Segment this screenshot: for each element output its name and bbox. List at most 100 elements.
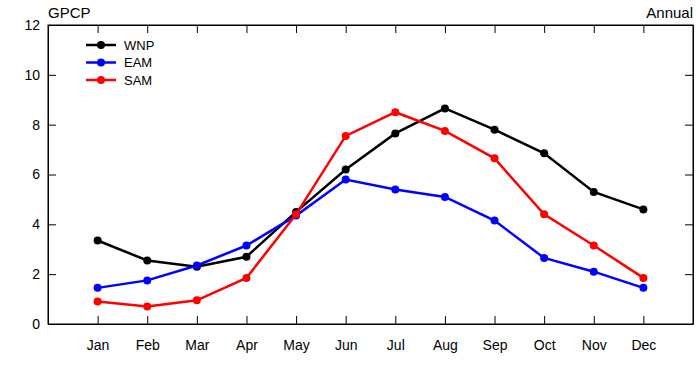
x-tick: Aug — [433, 316, 458, 353]
y-tick-mark-right — [685, 175, 693, 176]
series-marker — [590, 188, 598, 196]
x-tick-label: Nov — [582, 337, 607, 353]
y-tick-label: 0 — [32, 316, 40, 332]
x-tick: Nov — [582, 316, 607, 353]
series-marker — [441, 193, 449, 201]
y-tick-right — [685, 75, 693, 76]
series-marker — [242, 242, 250, 250]
legend-label: SAM — [124, 73, 152, 88]
y-tick-mark-right — [685, 125, 693, 126]
series-marker — [590, 242, 598, 250]
x-tick-mark-top — [246, 25, 247, 33]
y-tick-mark-right — [685, 75, 693, 76]
x-tick: Dec — [631, 316, 656, 353]
x-tick: Mar — [185, 316, 209, 353]
x-tick-mark — [495, 316, 496, 324]
series-marker — [242, 274, 250, 282]
legend-marker — [97, 76, 105, 84]
y-tick-label: 10 — [24, 67, 40, 83]
x-tick-label: Apr — [236, 337, 258, 353]
series-marker — [441, 127, 449, 135]
x-tick-mark-top — [98, 25, 99, 33]
series-marker — [94, 284, 102, 292]
series-marker — [342, 132, 350, 140]
x-tick: Jun — [335, 316, 358, 353]
series-marker — [540, 149, 548, 157]
series-marker — [540, 254, 548, 262]
x-tick-label: Sep — [483, 337, 508, 353]
series-marker — [590, 268, 598, 276]
x-tick-mark-top — [147, 25, 148, 33]
x-tick-mark — [296, 316, 297, 324]
series-marker — [143, 276, 151, 284]
x-tick-mark — [246, 316, 247, 324]
x-tick-top — [147, 25, 148, 33]
plot-frame — [48, 25, 693, 324]
x-tick-label: Mar — [185, 337, 209, 353]
legend-label: WNP — [124, 38, 154, 53]
series-marker — [242, 253, 250, 261]
x-tick-top — [594, 25, 595, 33]
series-marker — [491, 126, 499, 134]
series-marker — [193, 261, 201, 269]
x-tick: May — [283, 316, 309, 353]
x-tick-top — [246, 25, 247, 33]
series-marker — [391, 129, 399, 137]
x-tick-mark — [346, 316, 347, 324]
y-tick-label: 6 — [32, 166, 40, 182]
series-marker — [193, 296, 201, 304]
x-tick-mark — [395, 316, 396, 324]
y-tick-mark-right — [685, 274, 693, 275]
y-tick: 6 — [32, 166, 56, 182]
x-tick-mark — [544, 316, 545, 324]
x-tick-top — [643, 25, 644, 33]
y-axis-right — [685, 26, 694, 325]
y-tick: 0 — [32, 316, 56, 332]
series-marker — [639, 274, 647, 282]
x-tick-mark-top — [643, 25, 644, 33]
x-tick-mark-top — [296, 25, 297, 33]
subtitle: Annual — [646, 4, 693, 21]
x-tick-mark-top — [197, 25, 198, 33]
x-tick: Feb — [136, 316, 160, 353]
series-marker — [391, 185, 399, 193]
y-tick: 10 — [24, 67, 56, 83]
y-tick-label: 4 — [32, 216, 40, 232]
series-marker — [540, 210, 548, 218]
y-tick-right — [685, 125, 693, 126]
x-tick-top — [296, 25, 297, 33]
y-axis-right-line — [693, 26, 694, 325]
x-axis-line — [49, 324, 694, 325]
series-marker — [441, 104, 449, 112]
y-tick: 8 — [32, 117, 56, 133]
legend: WNPEAMSAM — [86, 38, 154, 88]
x-tick-mark — [197, 316, 198, 324]
series-marker — [94, 237, 102, 245]
series-marker — [639, 284, 647, 292]
y-tick-label: 2 — [32, 266, 40, 282]
title: GPCP — [48, 4, 91, 21]
series-marker — [292, 210, 300, 218]
y-tick-mark — [48, 274, 56, 275]
x-tick: Sep — [483, 316, 508, 353]
x-tick-label: Dec — [631, 337, 656, 353]
series-marker — [342, 166, 350, 174]
y-tick: 4 — [32, 216, 56, 232]
series-marker — [342, 175, 350, 183]
x-tick-label: Jan — [87, 337, 110, 353]
series-line — [98, 108, 644, 266]
y-axis: 024681012 — [24, 17, 56, 332]
series-marker — [491, 154, 499, 162]
plot-area: 024681012JanFebMarAprMayJunJulAugSepOctN… — [24, 17, 693, 353]
series-marker — [491, 217, 499, 225]
series-line — [98, 179, 644, 287]
y-tick-label: 8 — [32, 117, 40, 133]
x-tick-label: May — [283, 337, 309, 353]
x-tick-mark-top — [395, 25, 396, 33]
y-tick-right — [685, 274, 693, 275]
series-marker — [143, 303, 151, 311]
series-line — [98, 112, 644, 306]
x-tick-mark — [445, 316, 446, 324]
x-tick: Oct — [534, 316, 556, 353]
x-tick-mark-top — [544, 25, 545, 33]
